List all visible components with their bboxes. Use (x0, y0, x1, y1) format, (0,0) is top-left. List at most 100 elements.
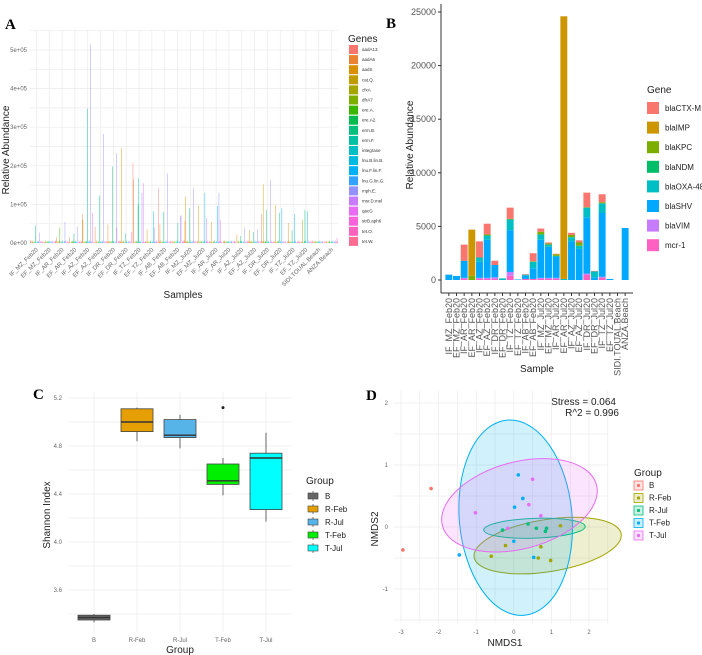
bar-erm.F. (99, 241, 101, 243)
legend-label: erm.B. (362, 128, 375, 133)
bar-lnu.B.lin.B. (165, 241, 166, 243)
bar-cfxA (45, 240, 46, 243)
point-T-Feb (521, 496, 525, 501)
panel-b: B 0500010000150002000025000IF_MZ_Feb20EF… (386, 4, 702, 376)
bar-tet.W. (67, 242, 69, 243)
y-tick-label: 10000 (411, 168, 436, 178)
bar-segment-blaCTX-M (460, 244, 468, 261)
bar-tet.O. (118, 242, 120, 243)
point-T-Feb (512, 505, 517, 509)
x-axis-title: NMDS1 (487, 638, 522, 649)
bar-cat.Q. (301, 242, 303, 243)
bar-tet.W. (119, 240, 120, 243)
bar-ere.A. (162, 241, 163, 243)
bar-lnu.B.lin.B. (255, 241, 256, 243)
bar-erm.B. (35, 225, 36, 243)
legend-label: blaOXA-48 (665, 182, 702, 191)
legend-label: blaCTX-M (665, 104, 701, 113)
legend-swatch (647, 121, 659, 134)
bar-ere.A2. (162, 242, 164, 243)
bar-aadA13 (42, 241, 44, 243)
bar-strB.aph6 (92, 212, 93, 243)
bar-segment-blaVIM (476, 277, 483, 279)
bar-aadA13 (55, 240, 57, 243)
bar-erm.B. (240, 236, 242, 243)
bar-erm.F. (112, 240, 114, 243)
y-tick-label: 4.0 (54, 540, 63, 546)
bar-qacG (207, 240, 208, 243)
point-T-Jul (539, 514, 543, 518)
bar-segment-blaSHV (552, 256, 560, 278)
bar-tet.O. (285, 241, 286, 243)
bar-integrase (280, 241, 281, 243)
legend-label: B (649, 481, 654, 490)
bar-strB.aph6 (246, 241, 247, 243)
legend-label: blaNDM (665, 163, 694, 172)
bar-erm.F. (87, 108, 88, 243)
bar-tet.O. (234, 240, 235, 243)
bar-tet.W. (247, 240, 249, 243)
legend-label: aadS (362, 67, 373, 72)
bar-qacG (40, 241, 41, 243)
bar-ere.A2. (226, 242, 228, 243)
bar-tet.O. (246, 242, 248, 243)
bar-qacG (91, 242, 93, 243)
bar-erm.B. (60, 241, 62, 243)
ellipse-R-Jul (483, 517, 586, 539)
bar-segment-blaOXA-48 (598, 203, 606, 213)
legend-label: blaIMP (665, 124, 690, 133)
bar-cat.Q. (314, 241, 315, 243)
bar-msr.D.mel (180, 215, 182, 243)
bar-cat.Q. (237, 242, 238, 243)
bar-aadA13 (145, 241, 147, 243)
legend-swatch (349, 196, 358, 206)
point-R-Jul (500, 528, 505, 532)
bar-ere.A2. (303, 241, 305, 243)
bar-integrase (254, 240, 256, 243)
bar-segment-mcr-1 (476, 278, 483, 280)
bar-lnu.B.lin.B. (203, 240, 205, 243)
bar-erm.B. (176, 242, 177, 243)
bar-mph.E. (218, 192, 220, 243)
x-tick-label: 1 (550, 630, 554, 636)
bar-aadA6 (107, 224, 109, 243)
bar-segment-blaCTX-M (476, 241, 483, 258)
ellipse-T-Feb (458, 419, 574, 616)
legend-swatch (307, 531, 319, 539)
bar-erm.F. (253, 242, 255, 243)
bar-lnu.F.lin.F. (114, 241, 116, 243)
bar-qacG (219, 219, 221, 243)
bar-dfrA7 (71, 242, 73, 243)
bar-strB.aph6 (143, 241, 145, 243)
bar-segment-blaCTX-M (575, 240, 583, 243)
x-tick-label: T-Jul (259, 638, 272, 644)
bar-tet.O. (323, 241, 325, 243)
bar-erm.B. (317, 241, 319, 243)
bar-segment-blaVIM (545, 277, 552, 279)
bar-msr.D.mel (142, 242, 143, 243)
y-tick-label: 0e+00 (10, 241, 28, 247)
bar-segment-blaOXA-48 (483, 235, 491, 240)
bar-segment-blaSHV (575, 248, 583, 280)
bar-segment-blaKPC (545, 243, 552, 245)
bar-tet.W. (324, 242, 326, 243)
bar-lnu.B.lin.B. (268, 240, 269, 243)
bar-strB.aph6 (220, 240, 222, 243)
bar-aadA13 (119, 240, 121, 243)
bar-strB.aph6 (297, 242, 299, 243)
x-tick-label: IF_DR_Feb20 (490, 298, 500, 355)
y-tick-label: 5.2 (54, 396, 63, 402)
bar-qacG (104, 241, 106, 243)
bar-aadS (185, 196, 186, 243)
bar-qacG (271, 240, 272, 243)
bar-tet.W. (170, 241, 172, 243)
bar-msr.D.mel (257, 240, 259, 243)
bar-segment-mcr-1 (460, 278, 468, 280)
bar-cfxA (71, 241, 72, 243)
bar-cfxA (225, 241, 226, 243)
bar-lnu.B.lin.B. (216, 242, 218, 243)
legend-point (636, 508, 641, 513)
bar-aadA6 (146, 242, 147, 243)
bar-segment-blaVIM (537, 277, 545, 279)
